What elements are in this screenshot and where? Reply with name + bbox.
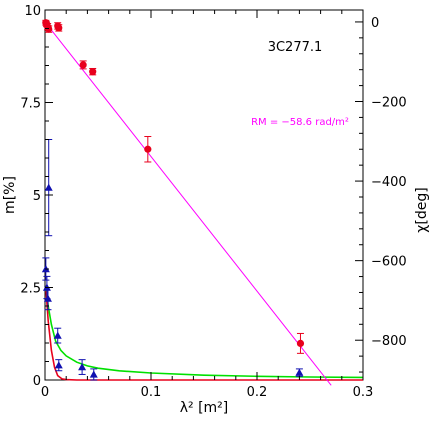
right-tick-label: −600 — [371, 255, 407, 270]
chi-data-point — [296, 339, 305, 347]
green-curve-line — [45, 287, 364, 379]
left-tick-label: 10 — [24, 4, 41, 19]
m-data-point — [78, 363, 87, 371]
chi-data-point — [55, 24, 63, 32]
m-data-point — [43, 294, 52, 302]
left-y-axis-label: m[%] — [2, 176, 18, 214]
m-data-point — [44, 183, 53, 191]
x-tick-label: 0.2 — [247, 385, 268, 400]
right-tick-label: −800 — [371, 334, 407, 349]
x-tick-label: 0.1 — [141, 385, 162, 400]
right-y-axis-label: χ[deg] — [414, 187, 430, 232]
m-data-point — [53, 331, 62, 339]
rm-annotation: RM = −58.6 rad/m² — [251, 117, 349, 128]
chi-data-point — [45, 25, 53, 33]
left-tick-label: 2.5 — [20, 282, 41, 297]
x-axis-label: λ² [m²] — [180, 400, 229, 416]
chart-title: 3C277.1 — [268, 40, 323, 55]
rm-fit-line — [44, 21, 332, 386]
data-points — [41, 19, 305, 381]
chi-data-point — [144, 145, 152, 153]
plot-frame — [44, 9, 364, 381]
left-tick-label: 0 — [33, 374, 41, 389]
left-tick-label: 5 — [33, 189, 41, 204]
axis-ticks: 0 0.1 0.2 0.3 0 2.5 5 7.5 10 0 −200 −400 −600 −800 — [20, 4, 406, 400]
m-data-point — [54, 361, 63, 369]
right-tick-label: −400 — [371, 175, 407, 190]
x-tick-label: 0 — [41, 385, 49, 400]
left-tick-label: 7.5 — [20, 97, 41, 112]
right-tick-label: −200 — [371, 96, 407, 111]
m-data-point — [89, 370, 98, 378]
fit-lines — [44, 21, 364, 386]
chi-data-point — [89, 68, 97, 76]
right-tick-label: 0 — [371, 16, 379, 31]
x-tick-label: 0.3 — [353, 385, 374, 400]
chi-data-point — [79, 61, 87, 69]
m-data-point — [295, 368, 304, 376]
